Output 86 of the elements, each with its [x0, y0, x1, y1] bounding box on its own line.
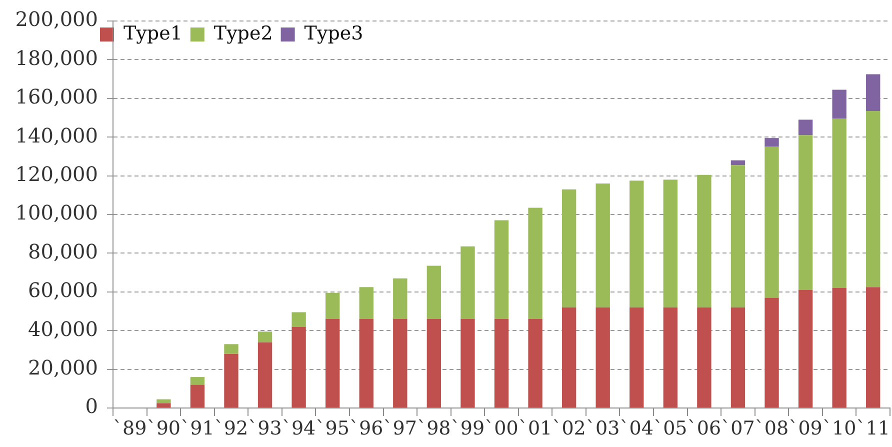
- x-tick-label: `10: [822, 417, 856, 440]
- bar: [730, 307, 746, 408]
- bar: [258, 342, 272, 408]
- y-tick-label: 120,000: [15, 162, 98, 186]
- x-tick-label: `96: [350, 417, 384, 440]
- bar: [697, 174, 712, 308]
- x-tick-label: `07: [721, 417, 755, 440]
- x-tick-label: `94: [282, 417, 316, 440]
- bar: [663, 307, 678, 408]
- bar: [866, 74, 880, 111]
- y-tick-label: 60,000: [28, 278, 98, 302]
- bar: [663, 180, 678, 308]
- bar: [190, 377, 205, 385]
- bar: [832, 90, 846, 119]
- x-tick-label: `02: [552, 417, 586, 440]
- bar: [359, 287, 374, 319]
- x-tick-label: `04: [620, 417, 654, 440]
- bar: [292, 326, 306, 408]
- x-tick-label: `98: [417, 417, 451, 440]
- x-tick-label: `11: [856, 417, 890, 440]
- x-tick-label: `05: [654, 417, 688, 440]
- x-tick-label: `03: [586, 417, 620, 440]
- bar: [494, 220, 509, 319]
- bar: [426, 318, 442, 408]
- x-tick-label: `90: [146, 417, 181, 440]
- y-tick-label: 200,000: [15, 7, 98, 32]
- bar: [292, 312, 306, 327]
- bar: [426, 266, 442, 319]
- bar: [190, 384, 205, 408]
- bar: [325, 318, 340, 408]
- legend-label: Type2: [214, 22, 273, 44]
- x-tick-label: `09: [788, 417, 822, 440]
- y-tick-label: 0: [85, 394, 98, 418]
- bar: [730, 160, 746, 166]
- y-tick-label: 160,000: [15, 84, 98, 109]
- bar: [697, 307, 712, 408]
- x-tick-label: `99: [450, 417, 485, 440]
- bar: [798, 135, 813, 290]
- bar: [630, 307, 644, 408]
- bar: [764, 146, 779, 298]
- bar: [764, 298, 779, 408]
- bar: [528, 208, 542, 319]
- x-tick-label: `92: [214, 417, 248, 440]
- x-tick-label: `91: [180, 417, 214, 440]
- bar: [730, 165, 746, 308]
- y-tick-label: 80,000: [28, 239, 98, 264]
- bar: [798, 290, 813, 408]
- x-tick-label: `01: [518, 417, 552, 440]
- bar: [494, 318, 509, 408]
- bar: [562, 307, 576, 408]
- x-tick-label: `08: [754, 417, 789, 440]
- bar: [596, 307, 610, 408]
- x-tick-label: `95: [316, 417, 350, 440]
- legend-label: Type1: [124, 22, 182, 44]
- bar: [866, 110, 880, 288]
- bar: [393, 278, 408, 319]
- x-tick-label: `06: [687, 417, 722, 440]
- bar: [596, 184, 610, 308]
- bar: [562, 189, 576, 308]
- bar: [156, 399, 171, 404]
- legend-label: Type3: [304, 22, 364, 44]
- bar: [866, 287, 880, 408]
- y-tick-label: 140,000: [15, 123, 98, 148]
- bar: [764, 138, 779, 147]
- bar: [798, 120, 813, 136]
- y-tick-label: 100,000: [15, 200, 98, 225]
- bar: [325, 292, 340, 319]
- bar: [224, 354, 238, 408]
- y-tick-label: 180,000: [15, 46, 98, 70]
- y-tick-label: 40,000: [28, 316, 98, 341]
- bar: [156, 403, 171, 408]
- bar: [393, 318, 408, 408]
- bar: [630, 180, 644, 308]
- bar: [832, 288, 846, 408]
- y-tick-label: 20,000: [28, 356, 98, 380]
- bar: [832, 118, 846, 288]
- x-tick-label: `89: [113, 417, 147, 440]
- bar: [460, 318, 475, 408]
- bar: [258, 332, 272, 342]
- bar: [528, 318, 542, 408]
- bar: [224, 344, 238, 354]
- x-tick-label: `97: [383, 417, 417, 440]
- x-tick-label: `00: [484, 417, 518, 440]
- bar: [460, 246, 475, 319]
- bar: [359, 318, 374, 408]
- x-tick-label: `93: [248, 417, 282, 440]
